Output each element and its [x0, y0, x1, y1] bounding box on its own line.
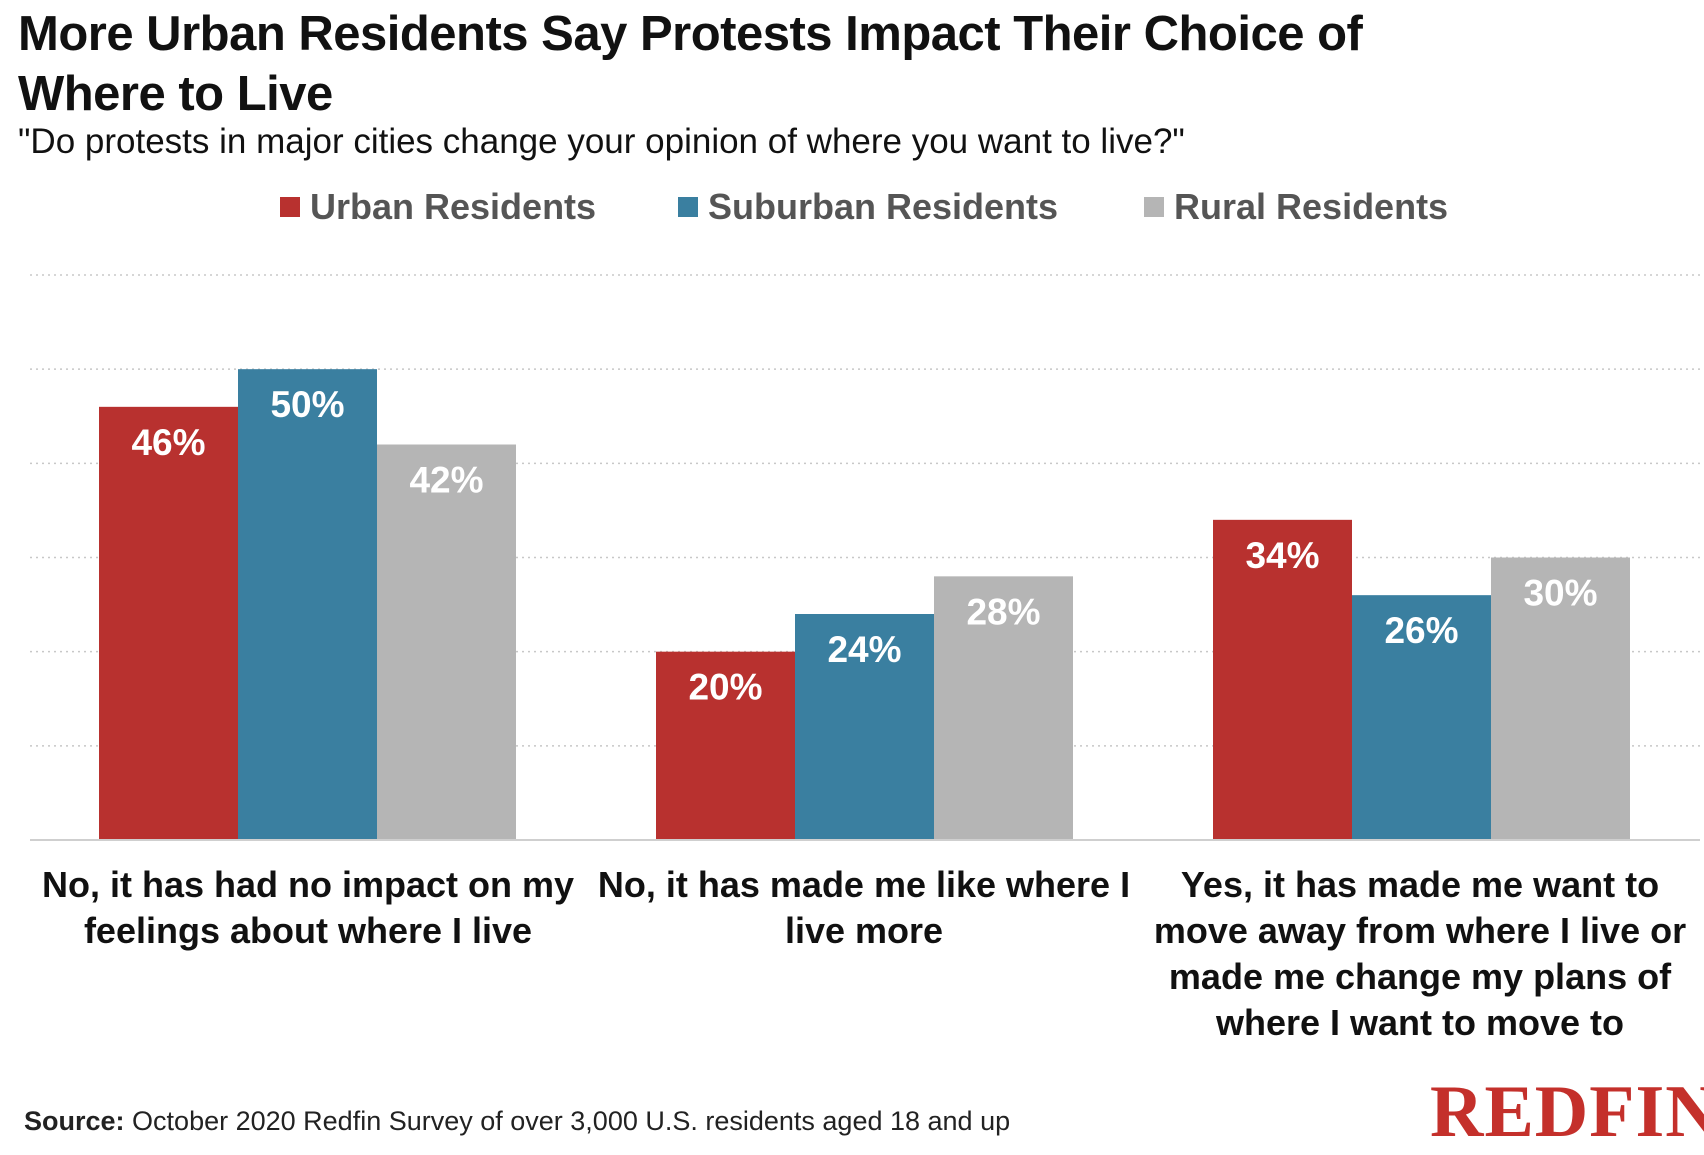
- legend-swatch-rural: [1144, 197, 1164, 217]
- source-text: October 2020 Redfin Survey of over 3,000…: [132, 1106, 1011, 1136]
- bar-urban-0: [99, 406, 238, 840]
- bar-suburban-0: [238, 369, 377, 840]
- bar-rural-0: [377, 444, 516, 840]
- bar-suburban-1: [795, 614, 934, 840]
- source-label: Source:: [24, 1106, 125, 1136]
- category-label-no-impact: No, it has had no impact on my feelings …: [41, 864, 575, 951]
- source-note: Source: October 2020 Redfin Survey of ov…: [24, 1106, 1010, 1137]
- legend-label-rural: Rural Residents: [1174, 186, 1449, 227]
- legend-item-rural: Rural Residents: [1144, 186, 1448, 228]
- data-label-urban-1: 20%: [688, 667, 762, 708]
- data-label-urban-0: 46%: [131, 422, 205, 463]
- data-label-urban-2: 34%: [1245, 535, 1319, 576]
- bar-urban-2: [1213, 519, 1352, 840]
- legend-item-urban: Urban Residents: [280, 186, 596, 228]
- data-label-suburban-2: 26%: [1384, 610, 1458, 651]
- redfin-logo: REDFIN: [1430, 1071, 1704, 1153]
- bar-chart: 46% 20% 34% 50% 24% 26% 42% 28% 30%: [30, 274, 1700, 841]
- legend-label-suburban: Suburban Residents: [708, 186, 1059, 227]
- bar-urban-1: [656, 651, 795, 840]
- legend-swatch-urban: [280, 197, 300, 217]
- bar-suburban-2: [1352, 595, 1491, 840]
- legend-label-urban: Urban Residents: [310, 186, 597, 227]
- chart-subtitle: "Do protests in major cities change your…: [18, 122, 1185, 161]
- chart-title: More Urban Residents Say Protests Impact…: [18, 7, 1363, 121]
- bar-rural-1: [934, 576, 1073, 840]
- legend-item-suburban: Suburban Residents: [678, 186, 1058, 228]
- data-label-rural-1: 28%: [966, 591, 1040, 632]
- legend: Urban Residents Suburban Residents Rural…: [0, 186, 1704, 236]
- data-label-suburban-1: 24%: [827, 629, 901, 670]
- legend-swatch-suburban: [678, 197, 698, 217]
- data-label-rural-0: 42%: [409, 460, 483, 501]
- category-label-like-more: No, it has made me like where I live mor…: [597, 864, 1131, 951]
- bar-rural-2: [1491, 557, 1630, 840]
- data-label-suburban-0: 50%: [270, 384, 344, 425]
- data-label-rural-2: 30%: [1523, 573, 1597, 614]
- category-label-want-move: Yes, it has made me want to move away fr…: [1153, 864, 1687, 1043]
